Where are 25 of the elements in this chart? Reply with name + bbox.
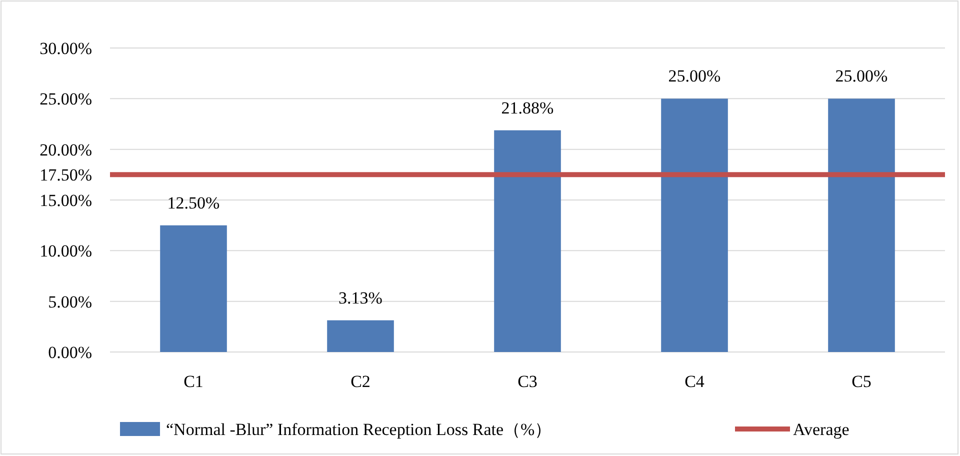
x-tick-label: C2 — [350, 372, 370, 391]
bar — [327, 320, 394, 352]
data-label: 3.13% — [338, 288, 382, 308]
y-tick-label: 20.00% — [40, 140, 92, 160]
legend-label: “Normal -Blur” Information Reception Loss Rate（%） — [166, 420, 552, 439]
y-tick-label: 30.00% — [40, 39, 92, 58]
y-tick-label: 15.00% — [40, 191, 92, 210]
data-label: 12.50% — [167, 193, 220, 212]
legend-label: Average — [793, 420, 850, 439]
y-tick-label: 0.00% — [48, 343, 92, 362]
data-label: 25.00% — [835, 66, 888, 86]
x-tick-label: C4 — [684, 372, 705, 391]
bar — [160, 225, 227, 352]
x-tick-label: C3 — [518, 372, 538, 391]
bar — [494, 130, 561, 352]
bar — [828, 98, 895, 352]
x-tick-label: C5 — [852, 372, 872, 391]
data-label: 25.00% — [668, 66, 721, 86]
y-tick-label: 10.00% — [40, 242, 92, 261]
data-label: 21.88% — [501, 98, 554, 118]
y-tick-label: 17.50% — [40, 166, 92, 185]
x-tick-label: C1 — [184, 372, 204, 391]
y-tick-label: 25.00% — [40, 90, 92, 109]
bar — [661, 98, 728, 352]
y-tick-label: 5.00% — [48, 292, 92, 312]
